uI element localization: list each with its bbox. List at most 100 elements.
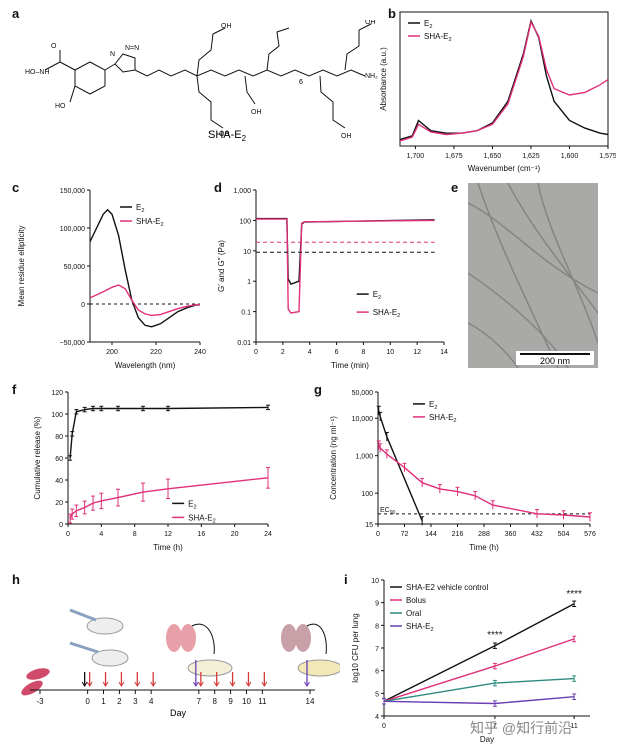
y-tick-label: 100 xyxy=(51,412,63,419)
x-tick-label: 4 xyxy=(308,349,312,356)
dose-arrow-head xyxy=(245,681,252,687)
y-tick-label: 0.01 xyxy=(237,340,251,347)
y-tick-label: 6 xyxy=(375,669,379,676)
dose-arrow-head xyxy=(229,681,236,687)
y-tick-label: 0 xyxy=(59,522,63,529)
y-tick-label: 60 xyxy=(55,456,63,463)
legend-label: SHA-E2 xyxy=(424,32,452,43)
y-tick-label: 10 xyxy=(371,578,379,585)
y-axis-label: Cumulative release (%) xyxy=(33,416,42,499)
chart-c: −50,000 0 50,000 100,000 150,000 200 220 240 Wav… xyxy=(17,188,206,370)
y-tick-label: 7 xyxy=(375,646,379,653)
y-axis-label: Concentration (ng ml⁻¹) xyxy=(329,416,338,500)
legend-label: E2 xyxy=(136,203,144,214)
panel-label-b: b xyxy=(388,6,396,21)
chart-i: 4 5 6 7 8 9 10 0 7 11 Day log10 CFU per lung **** ***… xyxy=(351,578,590,744)
scalebar-label: 200 nm xyxy=(540,356,570,366)
x-tick-label: 8 xyxy=(133,531,137,538)
panel-label-e: e xyxy=(451,180,459,195)
watermark: 知乎 @知行前沿 xyxy=(470,720,573,736)
chart-b: 1,700 1,675 1,650 1,625 1,600 1,575 Wavenumber… xyxy=(379,11,616,173)
series-line-3 xyxy=(383,696,575,705)
y-tick-label: 0 xyxy=(81,302,85,309)
x-tick-label: 216 xyxy=(452,531,464,538)
x-tick-label: 8 xyxy=(361,349,365,356)
svg-text:HO–NH: HO–NH xyxy=(25,69,50,76)
subscript-6: 6 xyxy=(299,79,303,86)
dose-arrow-head xyxy=(86,681,93,687)
y-axis-label: G′ and G″ (Pa) xyxy=(217,240,226,292)
timeline-tick-label: 10 xyxy=(242,697,251,706)
chart-f: 0 20 40 60 80 100 120 0 4 8 12 16 20 24 Time (h) Cumula… xyxy=(33,390,272,552)
significance-stars: **** xyxy=(566,589,582,600)
x-axis-label: Time (min) xyxy=(331,361,369,370)
x-tick-label: 1,700 xyxy=(407,153,425,160)
petri-dish-icon xyxy=(187,659,340,677)
y-tick-label: 50,000 xyxy=(352,390,374,397)
y-tick-label: 10,000 xyxy=(352,416,374,423)
x-tick-label: 7 xyxy=(493,723,497,730)
legend-label: SHA-E2 xyxy=(429,413,457,424)
x-tick-label: 20 xyxy=(231,531,239,538)
dosing-schematic: -3 0 1 2 3 4 7 8 9 10 11 14 Day xyxy=(21,608,340,718)
legend-label: SHA-E2 xyxy=(373,308,401,319)
x-axis-label: Day xyxy=(480,735,494,744)
x-tick-label: 24 xyxy=(264,531,272,538)
panel-label-g: g xyxy=(314,382,322,397)
significance-stars: **** xyxy=(487,630,503,641)
legend-label: SHA-E2 xyxy=(406,622,434,633)
legend-label: E2 xyxy=(424,19,432,30)
x-tick-label: 200 xyxy=(106,349,118,356)
dose-arrow-head xyxy=(134,681,141,687)
timeline-tick-label: 14 xyxy=(306,697,315,706)
x-tick-label: 1,650 xyxy=(484,153,502,160)
timeline-tick-label: 11 xyxy=(258,697,267,706)
chart-g: 15 100 1,000 10,000 50,000 0 72 144 216 288 360 432… xyxy=(329,390,596,552)
x-tick-label: 10 xyxy=(386,349,394,356)
y-tick-label: 15 xyxy=(365,522,373,529)
x-tick-label: 504 xyxy=(558,531,570,538)
y-tick-label: −50,000 xyxy=(60,340,86,347)
y-tick-label: 40 xyxy=(55,478,63,485)
x-tick-label: 6 xyxy=(335,349,339,356)
x-tick-label: 1,625 xyxy=(522,153,540,160)
chart-d: 0.01 0.1 1 10 100 1,000 0 2 4 6 8 10 12 14 Time (min) G… xyxy=(217,188,448,370)
y-tick-label: 100 xyxy=(239,218,251,225)
mouse-illustration xyxy=(21,608,129,696)
x-tick-label: 0 xyxy=(382,723,386,730)
x-axis-label: Time (h) xyxy=(153,543,183,552)
y-tick-label: 50,000 xyxy=(64,264,86,271)
series-line-1 xyxy=(69,477,269,519)
series-line-1 xyxy=(383,638,575,702)
legend-label: E2 xyxy=(429,400,437,411)
svg-text:N=N: N=N xyxy=(125,45,139,52)
x-tick-label: 16 xyxy=(197,531,205,538)
svg-text:OH: OH xyxy=(341,133,352,140)
x-tick-label: 11 xyxy=(571,723,578,730)
series-line-1 xyxy=(89,284,201,317)
y-tick-label: 120 xyxy=(51,390,63,397)
x-tick-label: 2 xyxy=(281,349,285,356)
dose-arrow-head xyxy=(118,681,125,687)
legend-label: SHA-E2 xyxy=(188,513,216,524)
timeline-day-label: Day xyxy=(170,708,187,718)
dose-arrow-head xyxy=(102,681,109,687)
infection-arrow-head xyxy=(81,681,88,687)
timeline-tick-label: -3 xyxy=(36,697,44,706)
timeline-tick-label: 7 xyxy=(197,697,202,706)
chemical-structure: O HO–NH HO N N=N OH OH OH OH OH NH₂ 6 SHA-E2 xyxy=(25,20,378,143)
y-tick-label: 10 xyxy=(243,249,251,256)
series-line-0 xyxy=(399,18,609,141)
y-axis-label: Absorbance (a.u.) xyxy=(379,47,388,111)
timeline-tick-label: 2 xyxy=(117,697,122,706)
timeline-tick-label: 8 xyxy=(212,697,217,706)
compound-name: SHA-E2 xyxy=(208,129,247,143)
series-line-2 xyxy=(383,677,575,702)
legend-label: SHA-E2 vehicle control xyxy=(406,583,488,592)
svg-text:O: O xyxy=(51,43,57,50)
y-tick-label: 80 xyxy=(55,434,63,441)
legend-label: Oral xyxy=(406,609,421,618)
y-tick-label: 1,000 xyxy=(233,188,251,195)
x-axis-label: Wavelength (nm) xyxy=(115,361,176,370)
series-line-1 xyxy=(378,444,591,518)
